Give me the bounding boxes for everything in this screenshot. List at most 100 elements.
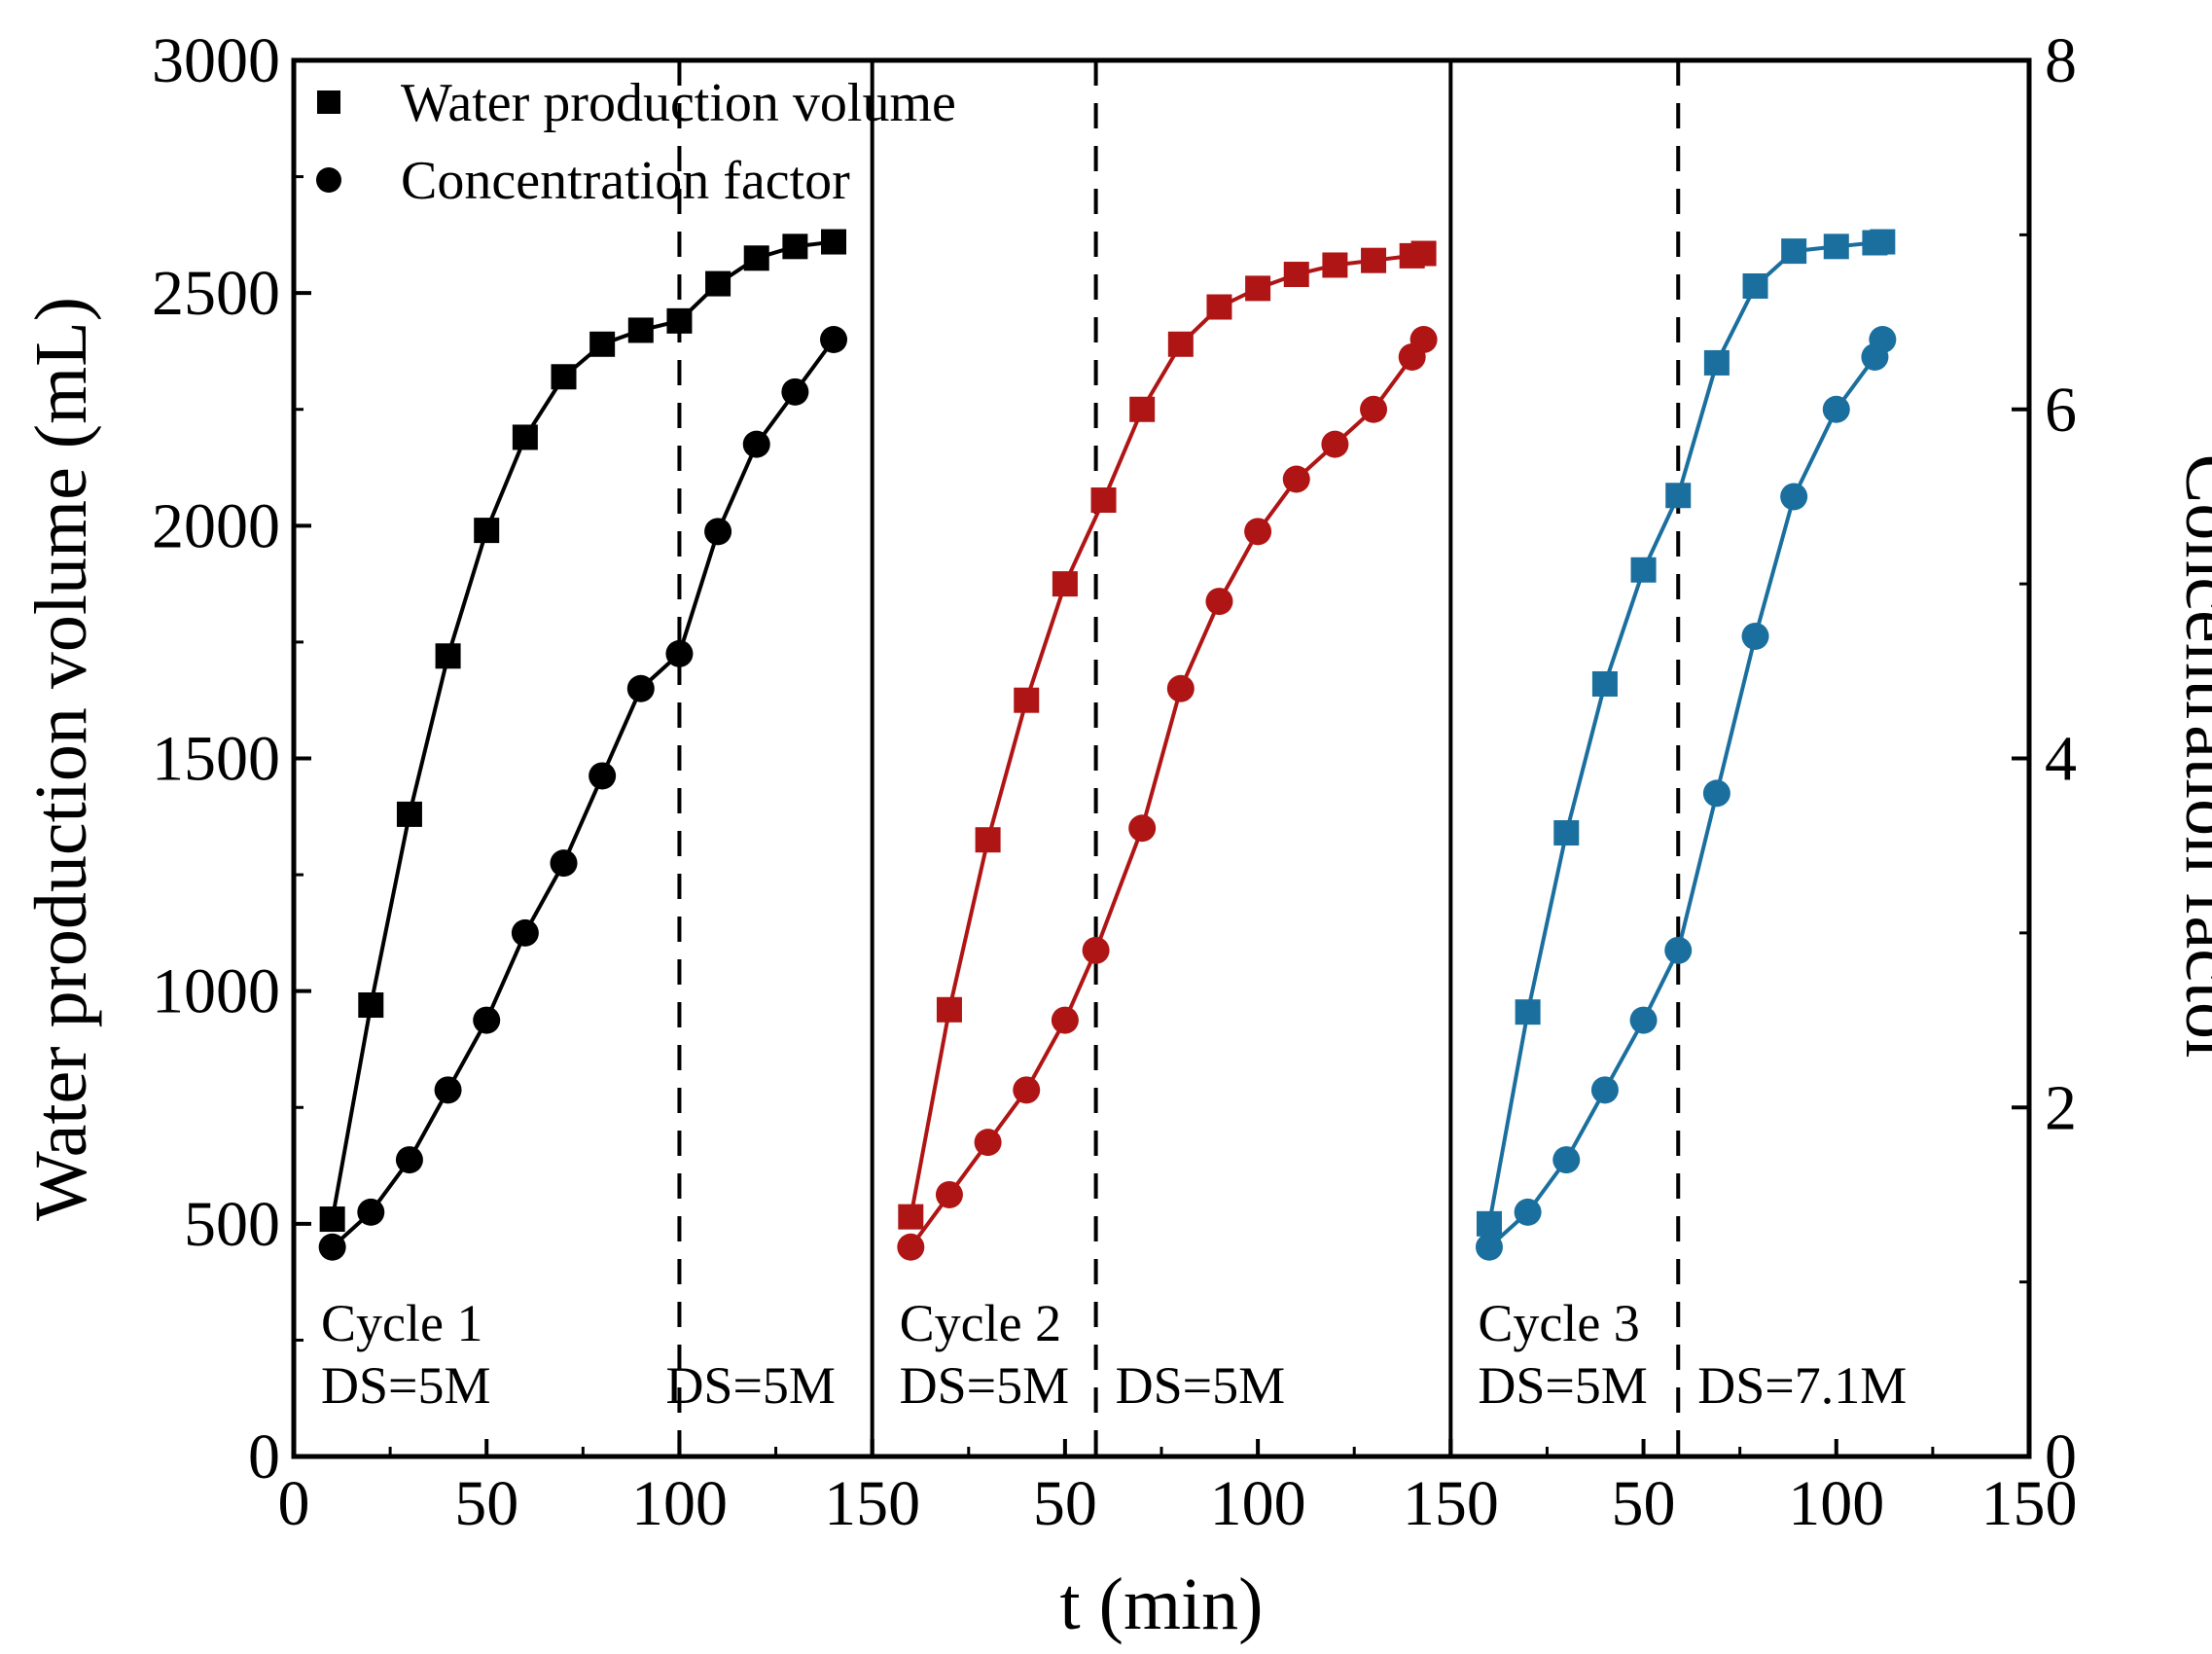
concentration-point: [550, 849, 578, 878]
y-axis-title: Water production volume (mL): [20, 297, 102, 1221]
concentration-point: [1166, 674, 1195, 702]
y2-tick-label: 6: [2045, 375, 2077, 446]
concentration-series-line: [909, 338, 1426, 1248]
water-point: [1781, 238, 1807, 265]
water-point: [1591, 670, 1618, 697]
concentration-point: [1205, 588, 1233, 616]
water-point: [821, 229, 847, 255]
x-tick-label: 50: [454, 1468, 518, 1539]
concentration-point: [1664, 936, 1693, 964]
water-point: [358, 992, 384, 1019]
water-point: [975, 827, 1001, 853]
concentration-point: [1514, 1198, 1542, 1226]
legend-concentration-marker: [316, 167, 341, 193]
concentration-point: [357, 1198, 385, 1226]
legend: Water production volume Concentration fa…: [316, 73, 956, 211]
concentration-point: [1780, 483, 1808, 511]
x-tick-label: 100: [631, 1468, 728, 1539]
concentration-point: [1629, 1006, 1658, 1034]
water-point: [1014, 687, 1040, 713]
x-axis-title: t (min): [1060, 1564, 1264, 1645]
concentration-point: [1590, 1076, 1619, 1104]
concentration-point: [1360, 395, 1388, 423]
y2-tick-label: 2: [2045, 1072, 2077, 1143]
water-point: [551, 364, 577, 390]
concentration-point: [318, 1233, 346, 1261]
concentration-point: [511, 918, 539, 947]
y-tick-label: 500: [184, 1189, 280, 1260]
cycle-label: Cycle 3: [1478, 1294, 1639, 1352]
concentration-point: [820, 326, 848, 353]
water-point: [666, 307, 693, 334]
y-tick-label: 1500: [152, 724, 280, 795]
ds-right-label: DS=5M: [665, 1356, 836, 1415]
y2-tick-label: 4: [2045, 724, 2077, 795]
legend-water-label: Water production volume: [401, 73, 956, 133]
ds-right-label: DS=7.1M: [1697, 1356, 1907, 1415]
water-point: [936, 996, 962, 1023]
concentration-point: [974, 1129, 1002, 1157]
water-point: [1361, 247, 1387, 273]
water-point: [1870, 229, 1896, 255]
x-tick-label: 100: [1210, 1468, 1306, 1539]
water-point: [474, 518, 500, 544]
water-point: [1476, 1210, 1502, 1237]
concentration-point: [897, 1233, 925, 1261]
ds-left-label: DS=5M: [900, 1356, 1070, 1415]
concentration-point: [1051, 1006, 1079, 1034]
y2-tick-label: 8: [2045, 25, 2077, 96]
water-series-line: [330, 239, 835, 1220]
water-point: [1245, 275, 1271, 302]
concentration-point: [781, 378, 809, 406]
concentration-point: [626, 674, 655, 702]
y2-axis-title: Concentration factor: [2170, 454, 2212, 1064]
water-point: [1322, 252, 1348, 278]
cycle-label: Cycle 1: [321, 1294, 482, 1352]
x-tick-label: 0: [278, 1468, 310, 1539]
x-tick-label: 150: [824, 1468, 920, 1539]
water-point: [1515, 999, 1541, 1025]
y2-tick-label: 0: [2045, 1421, 2077, 1492]
concentration-point: [1869, 326, 1897, 353]
water-point: [1410, 240, 1437, 267]
water-point: [589, 331, 616, 357]
concentration-point: [935, 1180, 963, 1208]
plot-layer: 0 500 1000 1500 2000 2500 3000 0 2 4 6 8 0 50 100 150 Cy…: [152, 25, 2078, 1539]
x-tick-label: 100: [1788, 1468, 1884, 1539]
concentration-point: [434, 1076, 462, 1104]
plot-frame: [291, 57, 2032, 1459]
concentration-point: [1013, 1076, 1041, 1104]
concentration-series-line: [331, 338, 836, 1249]
water-series-line: [1487, 239, 1883, 1225]
water-point: [1703, 349, 1730, 376]
concentration-point: [1321, 430, 1349, 458]
water-point: [1052, 571, 1078, 597]
concentration-point: [1082, 936, 1110, 964]
water-point: [705, 270, 731, 297]
y-tick-label: 2000: [152, 490, 280, 561]
ds-left-label: DS=5M: [321, 1356, 491, 1415]
water-point: [1129, 396, 1156, 422]
water-point: [512, 424, 538, 450]
concentration-point: [1475, 1233, 1503, 1261]
x-tick-label: 150: [1981, 1468, 2078, 1539]
water-point: [1090, 487, 1117, 514]
concentration-point: [1128, 814, 1157, 843]
water-point: [627, 317, 654, 343]
concentration-point: [1552, 1146, 1581, 1174]
water-point: [743, 245, 769, 271]
ds-right-label: DS=5M: [1116, 1356, 1286, 1415]
x-tick-label: 50: [1033, 1468, 1097, 1539]
concentration-point: [1741, 622, 1769, 650]
water-point: [782, 234, 808, 260]
concentration-point: [742, 430, 770, 458]
concentration-point: [1822, 395, 1850, 423]
legend-water-marker: [317, 90, 340, 114]
y-tick-label: 1000: [152, 956, 280, 1027]
water-point: [319, 1206, 345, 1233]
y-tick-label: 2500: [152, 258, 280, 329]
water-point: [1167, 331, 1194, 357]
water-point: [898, 1204, 924, 1230]
concentration-point: [1282, 465, 1310, 493]
